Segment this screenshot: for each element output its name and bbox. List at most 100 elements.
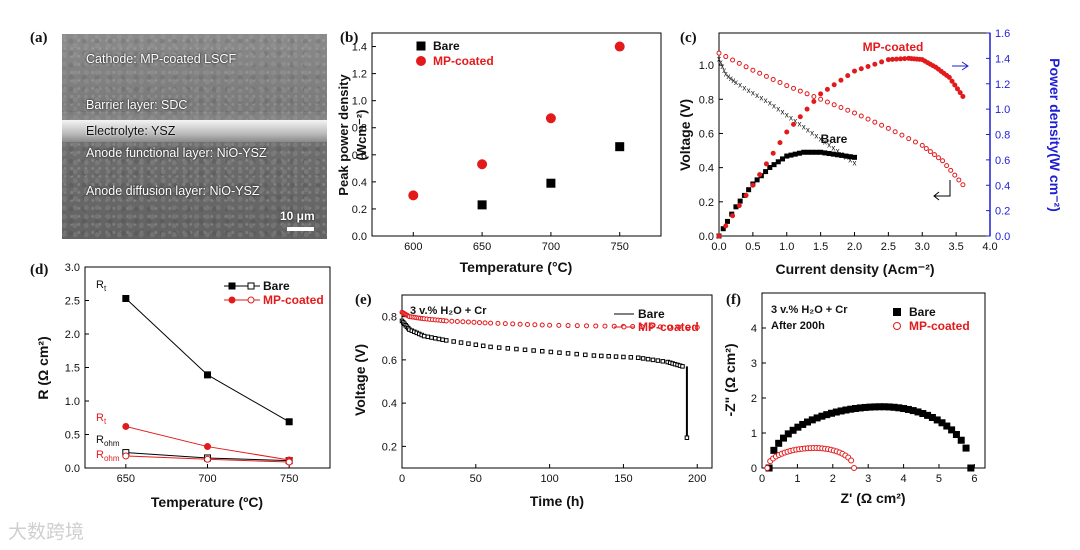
y-tick-label-b: 0.6 <box>352 150 367 162</box>
data-point-mp-e <box>602 323 608 329</box>
data-point-mp-d <box>204 443 211 451</box>
data-point-mp-e <box>611 323 617 329</box>
data-point-bare-power-c <box>784 153 790 159</box>
data-point-mp-e <box>539 322 545 328</box>
y-tick-label-b: 0.2 <box>352 204 367 216</box>
x-axis-title-f: Z' (Ω cm²) <box>840 490 905 506</box>
data-point-mp-voltage-c <box>811 94 817 100</box>
data-point-mp-voltage-c <box>845 107 851 113</box>
y-tick-label-c: 0.6 <box>699 128 714 140</box>
data-point-bare-e <box>650 357 656 363</box>
panel-label-f: (f) <box>726 292 741 308</box>
data-point-bare-voltage-c: x <box>764 96 768 105</box>
data-point-mp-power-c <box>949 78 955 84</box>
sem-scale-bar <box>287 227 314 231</box>
data-point-mp-voltage-c <box>879 122 885 128</box>
data-point-mp-voltage-c <box>858 113 864 119</box>
condition2-label-f: After 200h <box>771 320 825 332</box>
data-point-bare-voltage-c: x <box>755 91 759 100</box>
data-point-bare-e <box>606 354 611 359</box>
data-point-bare-e <box>496 345 502 350</box>
data-point-bare-e <box>635 355 641 360</box>
y2-axis-title-c: Power density(W cm⁻²) <box>1047 58 1063 212</box>
data-point-bare-voltage-c: x <box>797 120 801 129</box>
data-point-bare-voltage-c: x <box>747 86 751 95</box>
x-tick-label-c: 4.0 <box>982 241 997 253</box>
data-point-bare-voltage-c: x <box>768 99 772 108</box>
data-point-bare-power-c <box>818 149 824 155</box>
y-tick-label-b: 1.0 <box>352 96 367 108</box>
data-point-mp-voltage-c <box>931 152 937 158</box>
data-point-bare-voltage-c: x <box>726 72 730 81</box>
sem-label-anode-diffusion: Anode diffusion layer: NiO-YSZ <box>86 184 260 198</box>
watermark: 大数跨境 <box>8 521 85 543</box>
data-point-bare-b <box>546 178 556 188</box>
data-point-mp-e <box>667 324 673 330</box>
sem-cathode-layer <box>62 34 327 112</box>
data-point-mp-b <box>408 190 419 201</box>
data-point-bare-voltage-c: x <box>759 94 763 103</box>
data-point-mp-e <box>685 324 691 330</box>
sem-label-cathode: Cathode: MP-coated LSCF <box>86 52 237 66</box>
data-point-bare-power-c <box>826 151 832 157</box>
data-point-bare-e <box>645 356 651 362</box>
legend-label-bare-e: Bare <box>638 307 665 321</box>
data-point-mp-power-c <box>952 82 958 88</box>
label-rohm-mp-d: Rohm <box>96 449 120 463</box>
y-tick-label-e: 0.2 <box>382 441 397 453</box>
data-point-bare-power-c <box>801 149 807 155</box>
data-point-bare-e <box>640 356 646 361</box>
data-point-mp-voltage-c <box>960 182 966 188</box>
x-tick-label-d: 700 <box>198 473 216 485</box>
label-rohm-bare-d: Rohm <box>96 434 120 448</box>
y-tick-label-e: 0.6 <box>382 355 397 367</box>
data-point-bare-voltage-c: x <box>731 76 735 85</box>
x-tick-label-b: 650 <box>473 241 491 253</box>
data-point-bare-power-c <box>792 151 798 157</box>
y-tick-label-b: 0.8 <box>352 123 367 135</box>
data-point-bare-power-c <box>843 153 849 159</box>
legend-marker-bare-f <box>893 308 901 316</box>
data-point-mp-voltage-c <box>927 149 933 155</box>
data-point-bare-e <box>583 352 588 358</box>
legend-label-bare-d: Bare <box>263 279 290 293</box>
data-point-bare-voltage-c: x <box>785 111 789 120</box>
data-point-bare-e <box>480 343 486 349</box>
data-point-mp-voltage-c <box>838 104 844 110</box>
data-point-mp-b <box>477 159 488 170</box>
data-point-mp-e <box>532 322 538 328</box>
data-point-bare-e <box>429 335 434 340</box>
data-point-mp-voltage-c <box>885 125 891 131</box>
data-point-bare-e <box>488 344 493 350</box>
data-point-mp-power-c <box>736 203 742 209</box>
legend-label-bare-b: Bare <box>433 39 460 53</box>
data-point-bare-voltage-c: x <box>793 117 797 126</box>
data-point-bare-power-c <box>835 152 841 158</box>
data-point-mp-power-c <box>791 121 797 127</box>
data-point-bare-e <box>421 333 427 339</box>
data-point-bare-voltage-c: x <box>819 135 823 144</box>
data-point-mp-power-c <box>902 56 908 62</box>
x-tick-label-c: 3.5 <box>948 241 963 253</box>
data-point-bare-voltage-c: x <box>853 159 857 168</box>
data-point-bare-d <box>122 294 130 302</box>
data-point-bare-f <box>962 444 970 452</box>
x-tick-label-c: 3.0 <box>915 241 930 253</box>
data-point-bare-f <box>770 446 778 454</box>
data-point-bare-e <box>574 351 579 357</box>
data-point-mp-f <box>848 457 855 464</box>
y-tick-label-d: 1.0 <box>65 396 80 408</box>
data-point-mp-e <box>584 323 590 329</box>
data-point-bare-f <box>967 464 975 472</box>
legend-marker-bare-filled-d <box>228 282 236 290</box>
data-point-bare-e <box>655 358 661 363</box>
data-point-mp-power-c <box>960 93 966 99</box>
data-point-bare-f <box>948 426 956 434</box>
data-point-mp-voltage-c <box>944 163 950 169</box>
data-point-mp-e <box>565 323 571 329</box>
data-point-mp-e <box>657 324 663 330</box>
x-tick-label-c: 1.0 <box>779 241 794 253</box>
x-tick-label-b: 600 <box>404 241 422 253</box>
data-point-bare-f <box>943 422 951 430</box>
x-tick-label-c: 0.5 <box>745 241 760 253</box>
